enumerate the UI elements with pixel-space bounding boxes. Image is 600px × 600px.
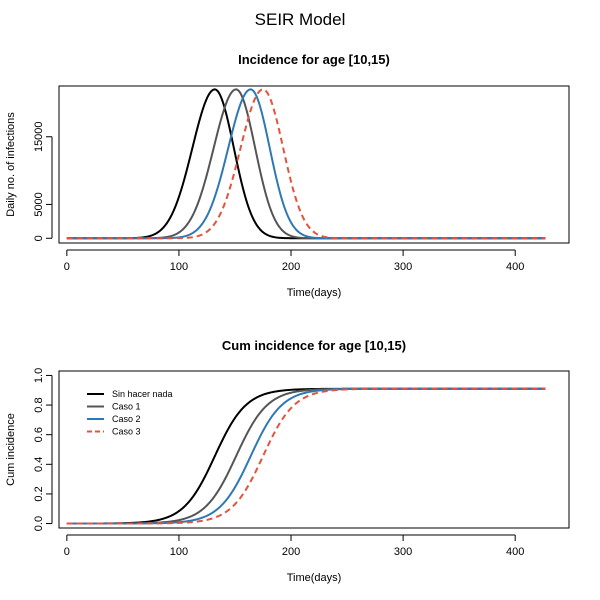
incidence-y-tick-label: 5000 <box>33 192 45 216</box>
incidence-y-tick-label: 15000 <box>33 121 45 152</box>
incidence-series-line-3 <box>66 88 546 240</box>
incidence-x-tick-label: 300 <box>394 261 412 273</box>
legend-label-3: Caso 2 <box>112 414 141 424</box>
incidence-x-tick-label: 400 <box>506 261 524 273</box>
incidence-x-tick-label: 0 <box>64 261 70 273</box>
cumulative-legend: Sin hacer nada Caso 1 Caso 2 Caso 3 <box>87 389 173 437</box>
cumulative-y-tick-label: 1.0 <box>33 368 45 383</box>
incidence-series-line-2 <box>66 88 546 240</box>
incidence-series-line-4 <box>66 88 546 240</box>
incidence-series-line-1 <box>66 88 546 240</box>
incidence-x-tick-label: 200 <box>282 261 300 273</box>
cumulative-x-tick-label: 200 <box>282 546 300 558</box>
cumulative-panel: Cum incidence for age [10,15) 0 100 200 300 4… <box>5 338 570 584</box>
cumulative-y-tick-label: 0.6 <box>33 427 45 442</box>
incidence-title: Incidence for age [10,15) <box>238 52 390 67</box>
incidence-panel: Incidence for age [10,15) 0 100 200 300 400 0 5… <box>5 52 570 299</box>
legend-label-1: Sin hacer nada <box>112 389 173 399</box>
cumulative-y-tick-label: 0.8 <box>33 397 45 412</box>
legend-label-4: Caso 3 <box>112 427 141 437</box>
cumulative-y-tick-label: 0.0 <box>33 516 45 531</box>
incidence-x-axis-label: Time(days) <box>287 287 342 299</box>
incidence-y-axis-label: Daily no. of infections <box>5 112 17 217</box>
cumulative-x-tick-label: 300 <box>394 546 412 558</box>
cumulative-title: Cum incidence for age [10,15) <box>222 338 406 353</box>
cumulative-y-tick-label: 0.2 <box>33 486 45 501</box>
cumulative-x-tick-label: 100 <box>170 546 188 558</box>
cumulative-x-tick-label: 0 <box>64 546 70 558</box>
incidence-x-tick-label: 100 <box>170 261 188 273</box>
cumulative-plot-frame <box>58 370 570 529</box>
legend-label-2: Caso 1 <box>112 402 141 412</box>
cumulative-y-axis-label: Cum incidence <box>5 413 17 486</box>
incidence-plot-frame <box>58 85 570 244</box>
cumulative-y-tick-label: 0.4 <box>33 457 45 472</box>
figure-title: SEIR Model <box>255 10 346 29</box>
incidence-y-tick-label: 0 <box>33 235 45 241</box>
cumulative-x-tick-label: 400 <box>506 546 524 558</box>
cumulative-series-line-4 <box>66 387 546 525</box>
cumulative-x-axis-label: Time(days) <box>287 572 342 584</box>
